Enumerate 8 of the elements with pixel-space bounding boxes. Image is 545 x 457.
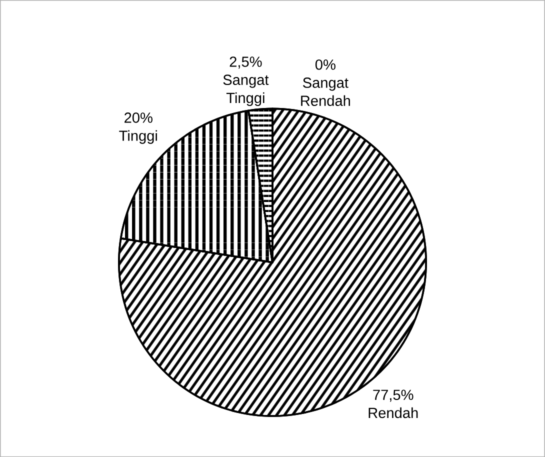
data-label: 2,5% <box>230 56 262 69</box>
text: 0% <box>315 59 336 70</box>
slice-label: Rendah <box>368 407 418 418</box>
category-label: Sangat Rendah <box>301 78 350 106</box>
data-label: 20% <box>124 112 152 123</box>
legend-label: Tinggi <box>119 130 157 144</box>
data-label: 77,5% <box>373 390 414 402</box>
slice-label: Sangat Tinggi <box>223 74 269 106</box>
